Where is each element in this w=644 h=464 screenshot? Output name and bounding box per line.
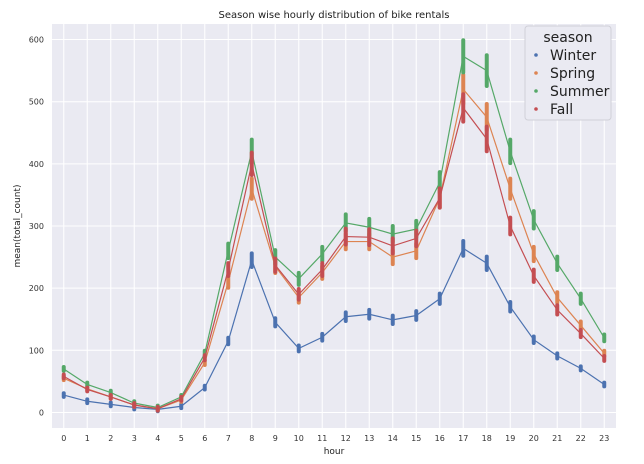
y-tick-label: 600 xyxy=(29,36,44,45)
y-axis-label: mean(total_count) xyxy=(13,184,23,267)
x-tick-label: 21 xyxy=(552,434,562,443)
y-tick-label: 200 xyxy=(29,284,44,293)
chart-title: Season wise hourly distribution of bike … xyxy=(218,10,449,21)
x-tick-label: 15 xyxy=(411,434,421,443)
x-tick-label: 7 xyxy=(226,434,231,443)
y-tick-label: 400 xyxy=(29,160,44,169)
legend-box xyxy=(524,25,612,121)
x-tick-label: 0 xyxy=(61,434,66,443)
x-tick-label: 12 xyxy=(341,434,351,443)
legend-label-summer: Summer xyxy=(550,84,610,100)
x-tick-label: 18 xyxy=(482,434,492,443)
x-tick-label: 5 xyxy=(179,434,184,443)
legend-label-fall: Fall xyxy=(550,102,573,118)
series-line-fall xyxy=(63,106,605,410)
legend-title: season xyxy=(543,30,592,46)
y-axis-ticks: 0 100 200 300 400 500 600 xyxy=(29,36,44,418)
legend-marker-fall xyxy=(534,107,538,111)
legend-marker-winter xyxy=(534,53,538,57)
x-tick-label: 19 xyxy=(505,434,515,443)
x-tick-label: 17 xyxy=(458,434,468,443)
x-tick-label: 9 xyxy=(273,434,278,443)
x-tick-label: 22 xyxy=(576,434,586,443)
y-tick-label: 500 xyxy=(29,98,44,107)
legend-marker-spring xyxy=(534,71,538,75)
legend-marker-summer xyxy=(534,89,538,93)
x-tick-label: 6 xyxy=(202,434,207,443)
x-tick-label: 14 xyxy=(388,434,398,443)
legend-items: Winter Spring Summer Fall xyxy=(534,48,610,118)
y-tick-label: 100 xyxy=(29,346,44,355)
y-tick-label: 300 xyxy=(29,222,44,231)
series-fall xyxy=(61,92,607,413)
series-layer xyxy=(61,38,607,414)
x-tick-label: 8 xyxy=(249,434,254,443)
x-tick-label: 23 xyxy=(599,434,609,443)
y-tick-label: 0 xyxy=(39,408,44,417)
x-tick-label: 10 xyxy=(294,434,304,443)
x-tick-label: 20 xyxy=(529,434,539,443)
series-line-summer xyxy=(63,55,605,409)
x-tick-label: 2 xyxy=(108,434,113,443)
legend-label-spring: Spring xyxy=(550,66,595,82)
legend: season Winter Spring Summer Fall xyxy=(524,25,612,121)
x-tick-label: 3 xyxy=(132,434,137,443)
x-axis-ticks: 0 1 2 3 4 5 6 7 8 9 10 11 12 13 14 15 16 17 18 19 20 21 22 23 xyxy=(61,434,609,443)
x-tick-label: 11 xyxy=(317,434,327,443)
x-tick-label: 16 xyxy=(435,434,445,443)
x-tick-label: 1 xyxy=(85,434,90,443)
x-tick-label: 4 xyxy=(155,434,160,443)
x-axis-label: hour xyxy=(324,447,345,457)
legend-label-winter: Winter xyxy=(550,48,596,64)
x-tick-label: 13 xyxy=(364,434,374,443)
series-line-winter xyxy=(63,247,605,410)
